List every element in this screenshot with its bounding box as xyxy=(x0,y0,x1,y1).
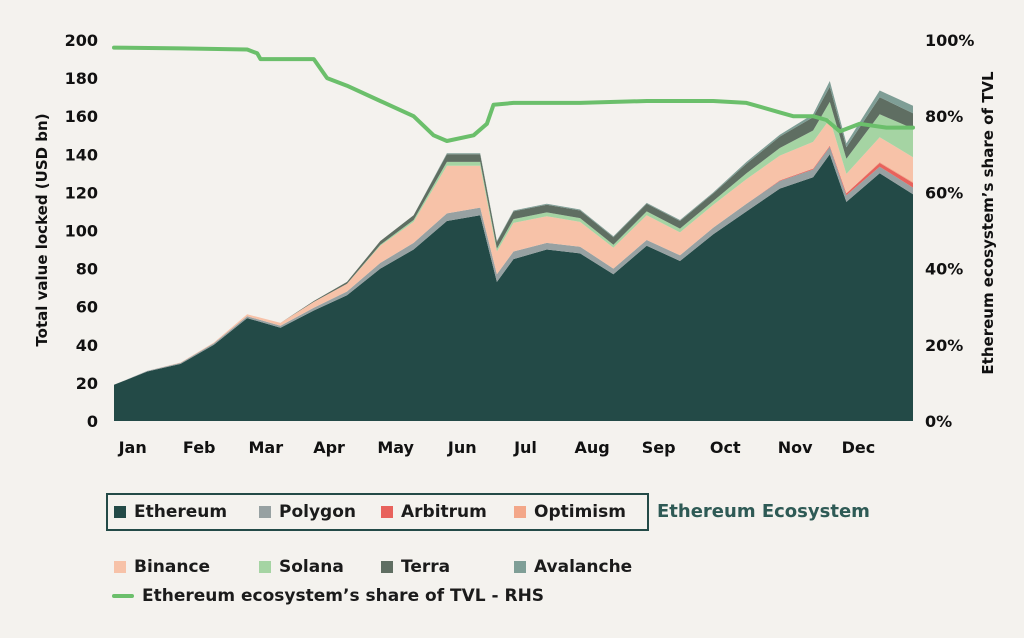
legend-label-optimism: Optimism xyxy=(534,502,626,522)
month-tick-label: Aug xyxy=(574,438,609,457)
legend-item-terra: Terra xyxy=(381,557,450,577)
month-tick-label: Oct xyxy=(710,438,741,457)
month-tick-label: Jan xyxy=(118,438,147,457)
month-tick-label: Jul xyxy=(513,438,537,457)
stacked-areas xyxy=(114,81,913,422)
legend-swatch-arbitrum xyxy=(381,506,393,518)
legend-label-avalanche: Avalanche xyxy=(534,557,633,577)
right-tick-label: 100% xyxy=(925,31,974,50)
month-tick-label: Feb xyxy=(183,438,216,457)
left-tick-label: 120 xyxy=(65,183,98,202)
month-tick-label: Nov xyxy=(778,438,813,457)
legend-item-ethereum: Ethereum xyxy=(114,502,227,522)
legend-item-arbitrum: Arbitrum xyxy=(381,502,487,522)
legend-item-avalanche: Avalanche xyxy=(514,557,632,577)
legend-item-polygon: Polygon xyxy=(259,502,356,522)
left-tick-label: 60 xyxy=(76,298,98,317)
legend-swatch-ethereum xyxy=(114,506,126,518)
right-tick-label: 60% xyxy=(925,183,963,202)
legend-item-binance: Binance xyxy=(114,557,210,577)
left-tick-label: 140 xyxy=(65,145,98,164)
legend-label-polygon: Polygon xyxy=(279,502,356,522)
legend-swatch-avalanche xyxy=(514,561,526,573)
legend-swatch-optimism xyxy=(514,506,526,518)
ethereum-ecosystem-legend-box xyxy=(106,493,649,531)
area-binance xyxy=(114,119,913,385)
month-tick-label: Jun xyxy=(447,438,477,457)
left-tick-label: 40 xyxy=(76,336,98,355)
left-tick-label: 0 xyxy=(87,412,98,431)
legend-label-arbitrum: Arbitrum xyxy=(401,502,487,522)
legend-label-ethereum: Ethereum xyxy=(134,502,228,522)
legend-swatch-solana xyxy=(259,561,271,573)
right-axis-title: Ethereum ecosystem’s share of TVL xyxy=(979,71,997,375)
legend-item-optimism: Optimism xyxy=(514,502,626,522)
month-tick-label: Sep xyxy=(642,438,676,457)
left-tick-label: 200 xyxy=(65,31,98,50)
legend-label-terra: Terra xyxy=(401,557,451,577)
right-tick-label: 0% xyxy=(925,412,952,431)
left-tick-label: 80 xyxy=(76,260,98,279)
month-axis-ticks: Jan Feb Mar Apr May Jun Jul Aug Sep Oct Nov Dec xyxy=(118,438,876,457)
right-tick-label: 80% xyxy=(925,107,963,126)
legend-swatch-terra xyxy=(381,561,393,573)
left-tick-label: 20 xyxy=(76,374,98,393)
month-tick-label: May xyxy=(377,438,414,457)
left-axis-title: Total value locked (USD bn) xyxy=(33,113,51,346)
month-tick-label: Apr xyxy=(313,438,345,457)
right-tick-label: 20% xyxy=(925,336,963,355)
legend-label-solana: Solana xyxy=(279,557,344,577)
legend-label-share-line: Ethereum ecosystem’s share of TVL - RHS xyxy=(142,586,545,606)
left-tick-label: 100 xyxy=(65,222,98,241)
area-ethereum xyxy=(114,154,913,422)
legend-swatch-polygon xyxy=(259,506,271,518)
legend-item-solana: Solana xyxy=(259,557,344,577)
legend-swatch-share-line xyxy=(112,594,134,598)
right-tick-label: 40% xyxy=(925,260,963,279)
share-line xyxy=(112,45,915,143)
share-line-group xyxy=(112,45,915,143)
legend-item-share-line: Ethereum ecosystem’s share of TVL - RHS xyxy=(112,586,544,606)
right-axis-ticks: 0% 20% 40% 60% 80% 100% xyxy=(925,31,974,431)
left-axis-ticks: 0 20 40 60 80 100 120 140 160 180 200 xyxy=(65,31,98,431)
month-tick-label: Dec xyxy=(842,438,876,457)
left-tick-label: 160 xyxy=(65,107,98,126)
ethereum-ecosystem-label: Ethereum Ecosystem xyxy=(657,501,870,522)
legend-label-binance: Binance xyxy=(134,557,211,577)
legend-swatch-binance xyxy=(114,561,126,573)
left-tick-label: 180 xyxy=(65,69,98,88)
month-tick-label: Mar xyxy=(249,438,284,457)
